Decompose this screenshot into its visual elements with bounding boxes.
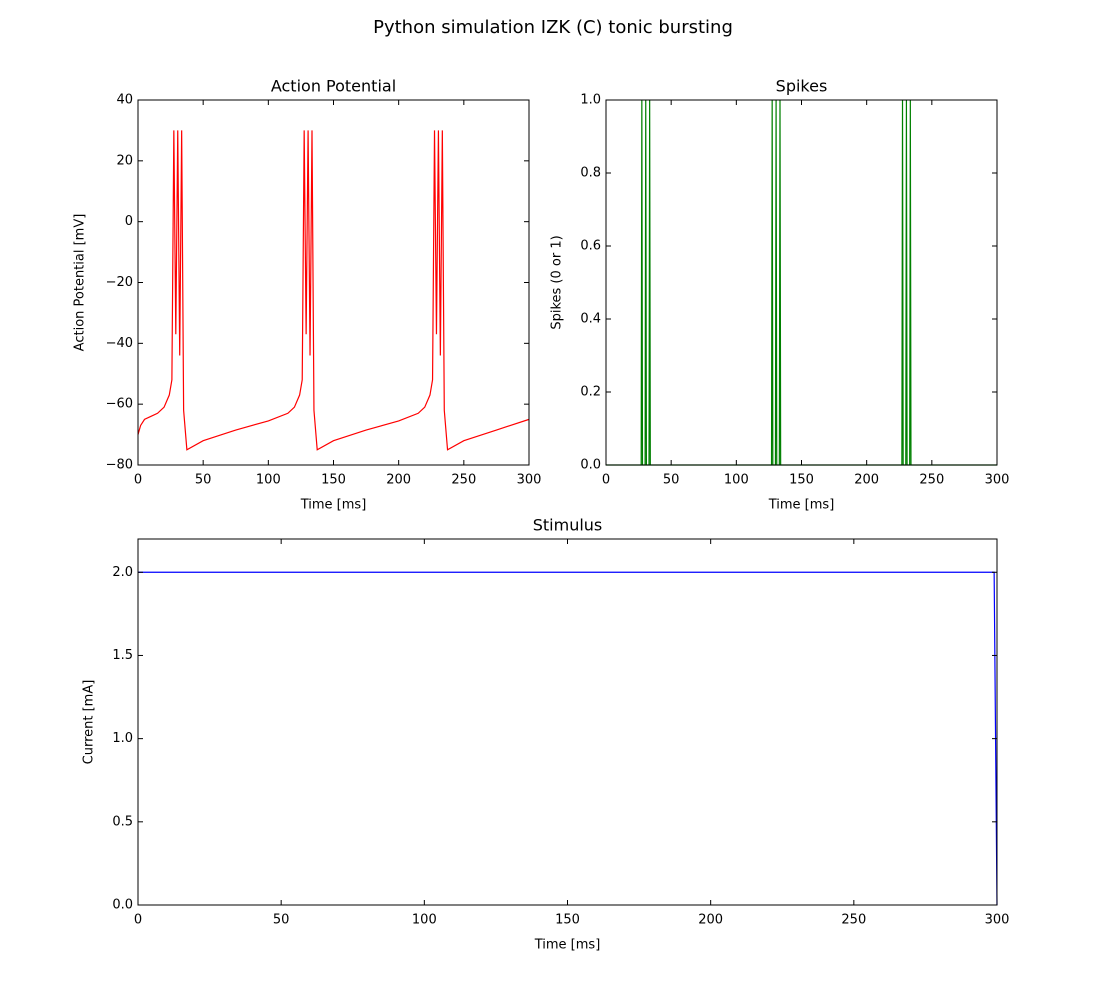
x-tick-label: 250 <box>451 473 476 488</box>
y-tick-label: 0.2 <box>580 385 601 400</box>
x-tick-label: 0 <box>134 473 142 488</box>
y-tick-label: 0.4 <box>580 312 601 327</box>
x-tick-label: 50 <box>663 473 680 488</box>
y-tick-label: 2.0 <box>112 565 133 580</box>
y-tick-label: 1.0 <box>112 731 133 746</box>
x-tick-label: 150 <box>321 473 346 488</box>
x-tick-label: 100 <box>724 473 749 488</box>
y-tick-label: 0 <box>125 214 133 229</box>
x-tick-label: 250 <box>919 473 944 488</box>
axes-frame <box>137 538 998 906</box>
y-tick-label: 40 <box>116 93 133 108</box>
x-tick-label: 250 <box>841 913 866 928</box>
y-tick-label: 1.0 <box>580 93 601 108</box>
y-tick-label: 1.5 <box>112 648 133 663</box>
y-tick-label: −40 <box>106 336 133 351</box>
x-tick-label: 0 <box>134 913 142 928</box>
y-axis-label: Spikes (0 or 1) <box>550 235 565 329</box>
y-tick-label: −80 <box>106 458 133 473</box>
axes-title: Stimulus <box>533 516 603 535</box>
x-tick-label: 300 <box>985 913 1010 928</box>
x-tick-label: 150 <box>789 473 814 488</box>
x-tick-label: 200 <box>386 473 411 488</box>
axes-frame <box>605 99 998 466</box>
y-tick-label: −60 <box>106 397 133 412</box>
y-tick-label: 0.0 <box>580 458 601 473</box>
axes-title: Spikes <box>776 77 828 96</box>
y-tick-label: −20 <box>106 275 133 290</box>
x-tick-label: 300 <box>985 473 1010 488</box>
y-axis-label: Current [mA] <box>82 680 97 765</box>
x-tick-label: 300 <box>517 473 542 488</box>
x-tick-label: 100 <box>412 913 437 928</box>
y-tick-label: 0.8 <box>580 166 601 181</box>
figure-title: Python simulation IZK (C) tonic bursting <box>373 17 733 38</box>
x-axis-label: Time [ms] <box>534 938 601 953</box>
x-tick-label: 0 <box>602 473 610 488</box>
y-tick-label: 20 <box>116 153 133 168</box>
x-tick-label: 150 <box>555 913 580 928</box>
data-line <box>137 130 530 451</box>
x-tick-label: 50 <box>195 473 212 488</box>
y-axis-label: Action Potential [mV] <box>73 214 88 352</box>
x-axis-label: Time [ms] <box>300 498 367 513</box>
y-tick-label: 0.5 <box>112 814 133 829</box>
axes-frame <box>137 99 530 466</box>
x-tick-label: 200 <box>698 913 723 928</box>
x-tick-label: 50 <box>273 913 290 928</box>
x-tick-label: 200 <box>854 473 879 488</box>
x-tick-label: 100 <box>256 473 281 488</box>
axes-title: Action Potential <box>271 77 396 96</box>
x-axis-label: Time [ms] <box>768 498 835 513</box>
y-tick-label: 0.0 <box>112 898 133 913</box>
y-tick-label: 0.6 <box>580 239 601 254</box>
